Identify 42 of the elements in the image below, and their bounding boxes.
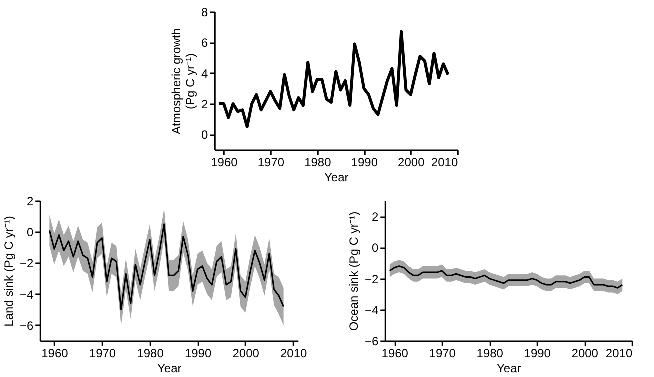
- x-tick-label: 1960: [42, 346, 69, 360]
- x-tick-label: 1980: [137, 346, 164, 360]
- x-tick-label: 2010: [606, 346, 633, 360]
- y-tick-label: −2: [20, 256, 34, 271]
- x-tick-label: 2000: [232, 346, 260, 360]
- line-series: [48, 224, 285, 311]
- y-tick-label: −4: [364, 303, 379, 318]
- x-tick-label: 1970: [429, 346, 456, 360]
- x-axis-title: Year: [158, 362, 182, 376]
- y-axis-title: Land sink (Pg C yr⁻¹): [2, 216, 16, 327]
- y-tick-label: 2: [26, 194, 34, 208]
- x-tick-label: 1970: [89, 346, 116, 360]
- y-tick-label: 0: [26, 226, 34, 240]
- y-axis-title: Ocean sink (Pg C yr⁻¹): [346, 212, 361, 332]
- x-axis-title: Year: [497, 362, 522, 376]
- y-tick-label: 6: [201, 36, 208, 50]
- y-tick-label: 0: [201, 128, 208, 142]
- y-tick-label: 0: [372, 241, 379, 256]
- x-tick-label: 2000: [398, 156, 426, 170]
- x-tick-label: 1980: [476, 346, 504, 360]
- y-tick-label: 4: [201, 66, 208, 81]
- x-tick-label: 2010: [280, 346, 308, 360]
- y-tick-label: 2: [372, 210, 379, 224]
- x-tick-label: 1980: [304, 156, 332, 170]
- x-tick-label: 2000: [572, 346, 599, 360]
- y-tick-label: 2: [201, 98, 208, 112]
- line-series: [218, 30, 450, 128]
- y-tick-label: −2: [364, 272, 379, 286]
- x-tick-label: 1970: [258, 156, 285, 170]
- y-tick-label: −4: [20, 288, 34, 302]
- x-tick-label: 1990: [351, 156, 378, 170]
- line-series: [389, 266, 624, 289]
- y-tick-label: −6: [20, 318, 34, 333]
- x-tick-label: 1960: [211, 156, 238, 170]
- y-tick-label: 8: [201, 6, 208, 20]
- x-tick-label: 1960: [382, 346, 409, 360]
- y-axis-title: Atmospheric growth (Pg C yr⁻¹): [169, 28, 198, 135]
- x-tick-label: 2010: [431, 156, 458, 170]
- x-tick-label: 1990: [184, 346, 212, 360]
- x-axis-title: Year: [324, 170, 349, 184]
- x-tick-label: 1990: [524, 346, 552, 360]
- y-tick-label: −6: [364, 334, 379, 348]
